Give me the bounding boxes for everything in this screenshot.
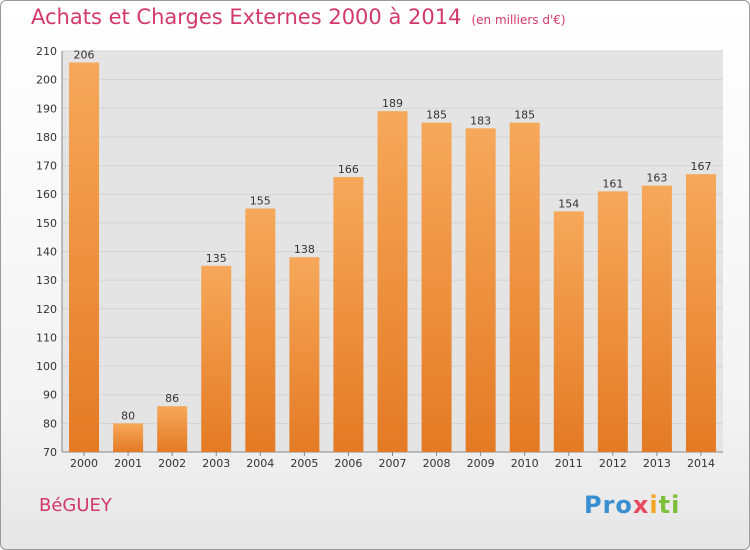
bar (69, 62, 100, 452)
y-tick-label: 120 (36, 303, 57, 316)
bar (201, 265, 232, 452)
bar (641, 185, 672, 452)
data-label: 185 (426, 109, 447, 122)
x-tick-label: 2009 (467, 457, 495, 470)
y-tick-label: 140 (36, 246, 57, 259)
x-tick-label: 2000 (70, 457, 98, 470)
x-tick-label: 2002 (158, 457, 186, 470)
y-tick-label: 150 (36, 217, 57, 230)
x-tick-label: 2008 (423, 457, 451, 470)
x-tick-label: 2007 (379, 457, 407, 470)
data-label: 138 (294, 243, 315, 256)
data-label: 189 (382, 97, 403, 110)
x-tick-label: 2013 (643, 457, 671, 470)
y-tick-label: 100 (36, 360, 57, 373)
commune-name: BéGUEY (39, 495, 112, 516)
x-tick-label: 2004 (246, 457, 274, 470)
bar (157, 406, 188, 452)
x-tick-label: 2001 (114, 457, 142, 470)
y-tick-label: 180 (36, 131, 57, 144)
bar (377, 111, 408, 453)
data-label: 155 (250, 195, 271, 208)
data-label: 167 (690, 160, 711, 173)
data-label: 80 (121, 409, 135, 422)
y-tick-label: 90 (43, 389, 57, 402)
x-tick-label: 2011 (555, 457, 583, 470)
bar (553, 211, 584, 452)
bar (245, 208, 276, 452)
chart-title: Achats et Charges Externes 2000 à 2014 (e… (31, 5, 566, 29)
data-label: 86 (165, 392, 179, 405)
bar (113, 423, 144, 452)
chart-subtitle: (en milliers d'€) (471, 13, 566, 27)
bar (289, 257, 320, 452)
data-label: 163 (646, 172, 667, 185)
data-label: 161 (602, 177, 623, 190)
y-tick-label: 190 (36, 102, 57, 115)
y-tick-label: 80 (43, 417, 57, 430)
bar (509, 122, 540, 452)
y-tick-label: 170 (36, 160, 57, 173)
x-tick-label: 2006 (334, 457, 362, 470)
bar (465, 128, 496, 452)
x-tick-label: 2010 (511, 457, 539, 470)
y-tick-label: 200 (36, 74, 57, 87)
data-label: 135 (206, 252, 227, 265)
x-tick-label: 2005 (290, 457, 318, 470)
y-tick-label: 70 (43, 446, 57, 459)
bar (333, 177, 364, 452)
x-tick-label: 2003 (202, 457, 230, 470)
y-tick-label: 110 (36, 331, 57, 344)
bar (597, 191, 628, 452)
proxiti-logo: Proxiti (584, 491, 681, 519)
data-label: 206 (74, 48, 95, 61)
y-tick-label: 160 (36, 188, 57, 201)
bar (421, 122, 452, 452)
data-label: 183 (470, 114, 491, 127)
bar (685, 174, 716, 452)
y-tick-label: 210 (36, 45, 57, 58)
y-tick-label: 130 (36, 274, 57, 287)
data-label: 154 (558, 197, 579, 210)
x-tick-label: 2014 (687, 457, 715, 470)
data-label: 166 (338, 163, 359, 176)
x-tick-label: 2012 (599, 457, 627, 470)
data-label: 185 (514, 109, 535, 122)
